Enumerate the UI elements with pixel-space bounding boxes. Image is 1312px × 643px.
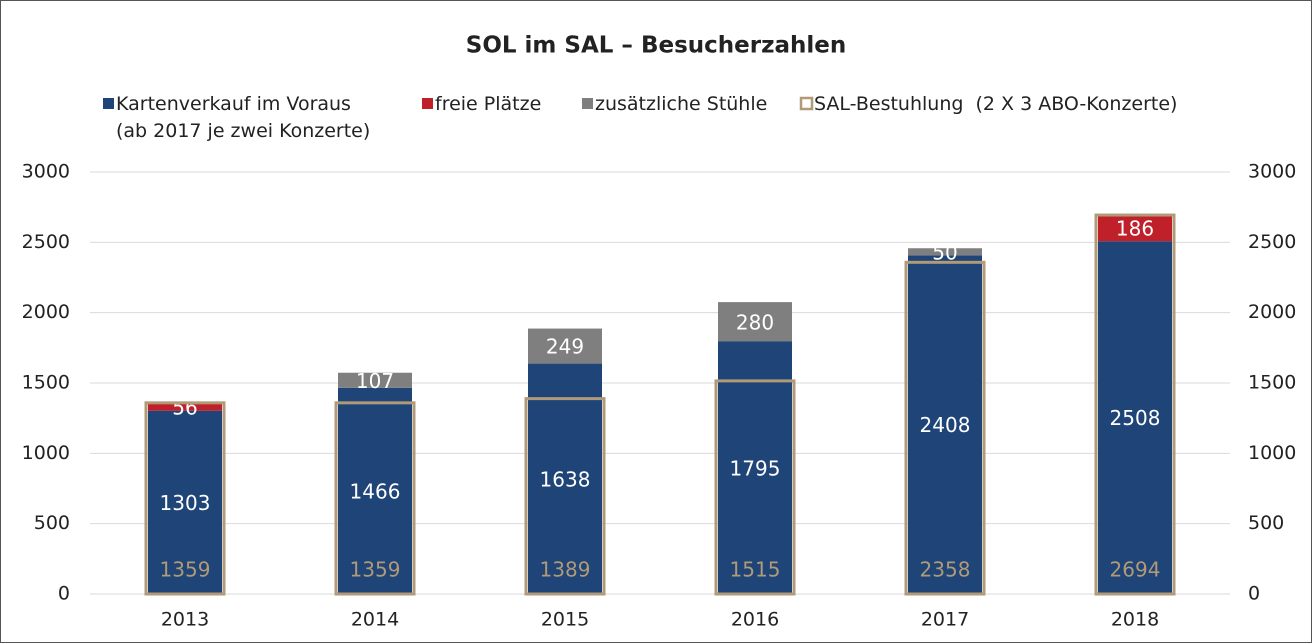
bar-segment — [1098, 215, 1172, 242]
y-tick-label: 1000 — [22, 442, 70, 464]
data-label: 1638 — [540, 467, 591, 491]
bar-segment — [718, 341, 792, 594]
y2-tick-label: 0 — [1248, 583, 1260, 605]
data-label: 1303 — [160, 491, 211, 515]
data-label: 186 — [1116, 217, 1154, 241]
legend-label: Kartenverkauf im Voraus (ab 2017 je zwei … — [116, 93, 370, 142]
x-tick-label: 2015 — [541, 609, 589, 631]
capacity-outline — [524, 397, 606, 596]
legend-marker — [799, 96, 814, 111]
y-tick-label: 1500 — [22, 372, 70, 394]
legend-label: freie Plätze — [435, 93, 541, 115]
capacity-outline — [334, 401, 416, 596]
chart-title: SOL im SAL – Besucherzahlen — [466, 33, 846, 59]
data-label: 56 — [172, 395, 197, 419]
x-tick-label: 2017 — [921, 609, 969, 631]
data-label: 280 — [736, 310, 774, 334]
capacity-outline — [1094, 213, 1176, 596]
x-tick-label: 2018 — [1111, 609, 1159, 631]
y2-tick-label: 1000 — [1248, 442, 1296, 464]
data-label: 107 — [356, 369, 394, 393]
x-tick-label: 2013 — [161, 609, 209, 631]
bar-segment — [908, 248, 982, 256]
data-label: 2508 — [1110, 406, 1161, 430]
capacity-label: 2694 — [1110, 558, 1161, 582]
data-label: 50 — [932, 240, 957, 264]
capacity-label: 1515 — [730, 558, 781, 582]
legend-line: SAL-Bestuhlung (2 X 3 ABO-Konzerte) — [814, 93, 1177, 115]
y-tick-label: 2000 — [22, 301, 70, 323]
bar-segment — [908, 255, 982, 595]
data-label: 2408 — [920, 413, 971, 437]
data-label: 1795 — [730, 456, 781, 480]
bar-segment — [528, 363, 602, 594]
x-tick-label: 2014 — [351, 609, 399, 631]
bar-segment — [718, 302, 792, 342]
legend-line: zusätzliche Stühle — [595, 93, 767, 115]
capacity-outline — [904, 260, 986, 596]
capacity-outline — [714, 379, 796, 596]
y-tick-label: 0 — [58, 583, 70, 605]
legend-marker — [582, 98, 593, 109]
data-label: 1466 — [350, 479, 401, 503]
y2-tick-label: 500 — [1248, 512, 1284, 534]
x-tick-label: 2016 — [731, 609, 779, 631]
capacity-label: 2358 — [920, 558, 971, 582]
legend-line: Kartenverkauf im Voraus — [116, 93, 351, 115]
y2-tick-label: 1500 — [1248, 372, 1296, 394]
y2-tick-label: 3000 — [1248, 161, 1296, 183]
capacity-label: 1359 — [350, 558, 401, 582]
bar-segment — [338, 372, 412, 388]
legend-marker — [103, 98, 114, 109]
legend-label: SAL-Bestuhlung (2 X 3 ABO-Konzerte) — [814, 93, 1177, 115]
legend-line: (ab 2017 je zwei Konzerte) — [116, 120, 370, 142]
legend-line: freie Plätze — [435, 93, 541, 115]
legend-marker — [422, 98, 433, 109]
y-tick-label: 3000 — [22, 161, 70, 183]
capacity-outline — [144, 401, 226, 596]
bar-segment — [148, 410, 222, 594]
legend-label: zusätzliche Stühle — [595, 93, 767, 115]
y2-tick-label: 2500 — [1248, 231, 1296, 253]
capacity-label: 1389 — [540, 558, 591, 582]
y2-tick-label: 2000 — [1248, 301, 1296, 323]
bar-segment — [148, 402, 222, 411]
y-tick-label: 500 — [34, 512, 70, 534]
y-tick-label: 2500 — [22, 231, 70, 253]
data-label: 249 — [546, 335, 584, 359]
capacity-label: 1359 — [160, 558, 211, 582]
bar-segment — [338, 387, 412, 594]
bar-segment — [1098, 241, 1172, 594]
bar-segment — [528, 328, 602, 364]
